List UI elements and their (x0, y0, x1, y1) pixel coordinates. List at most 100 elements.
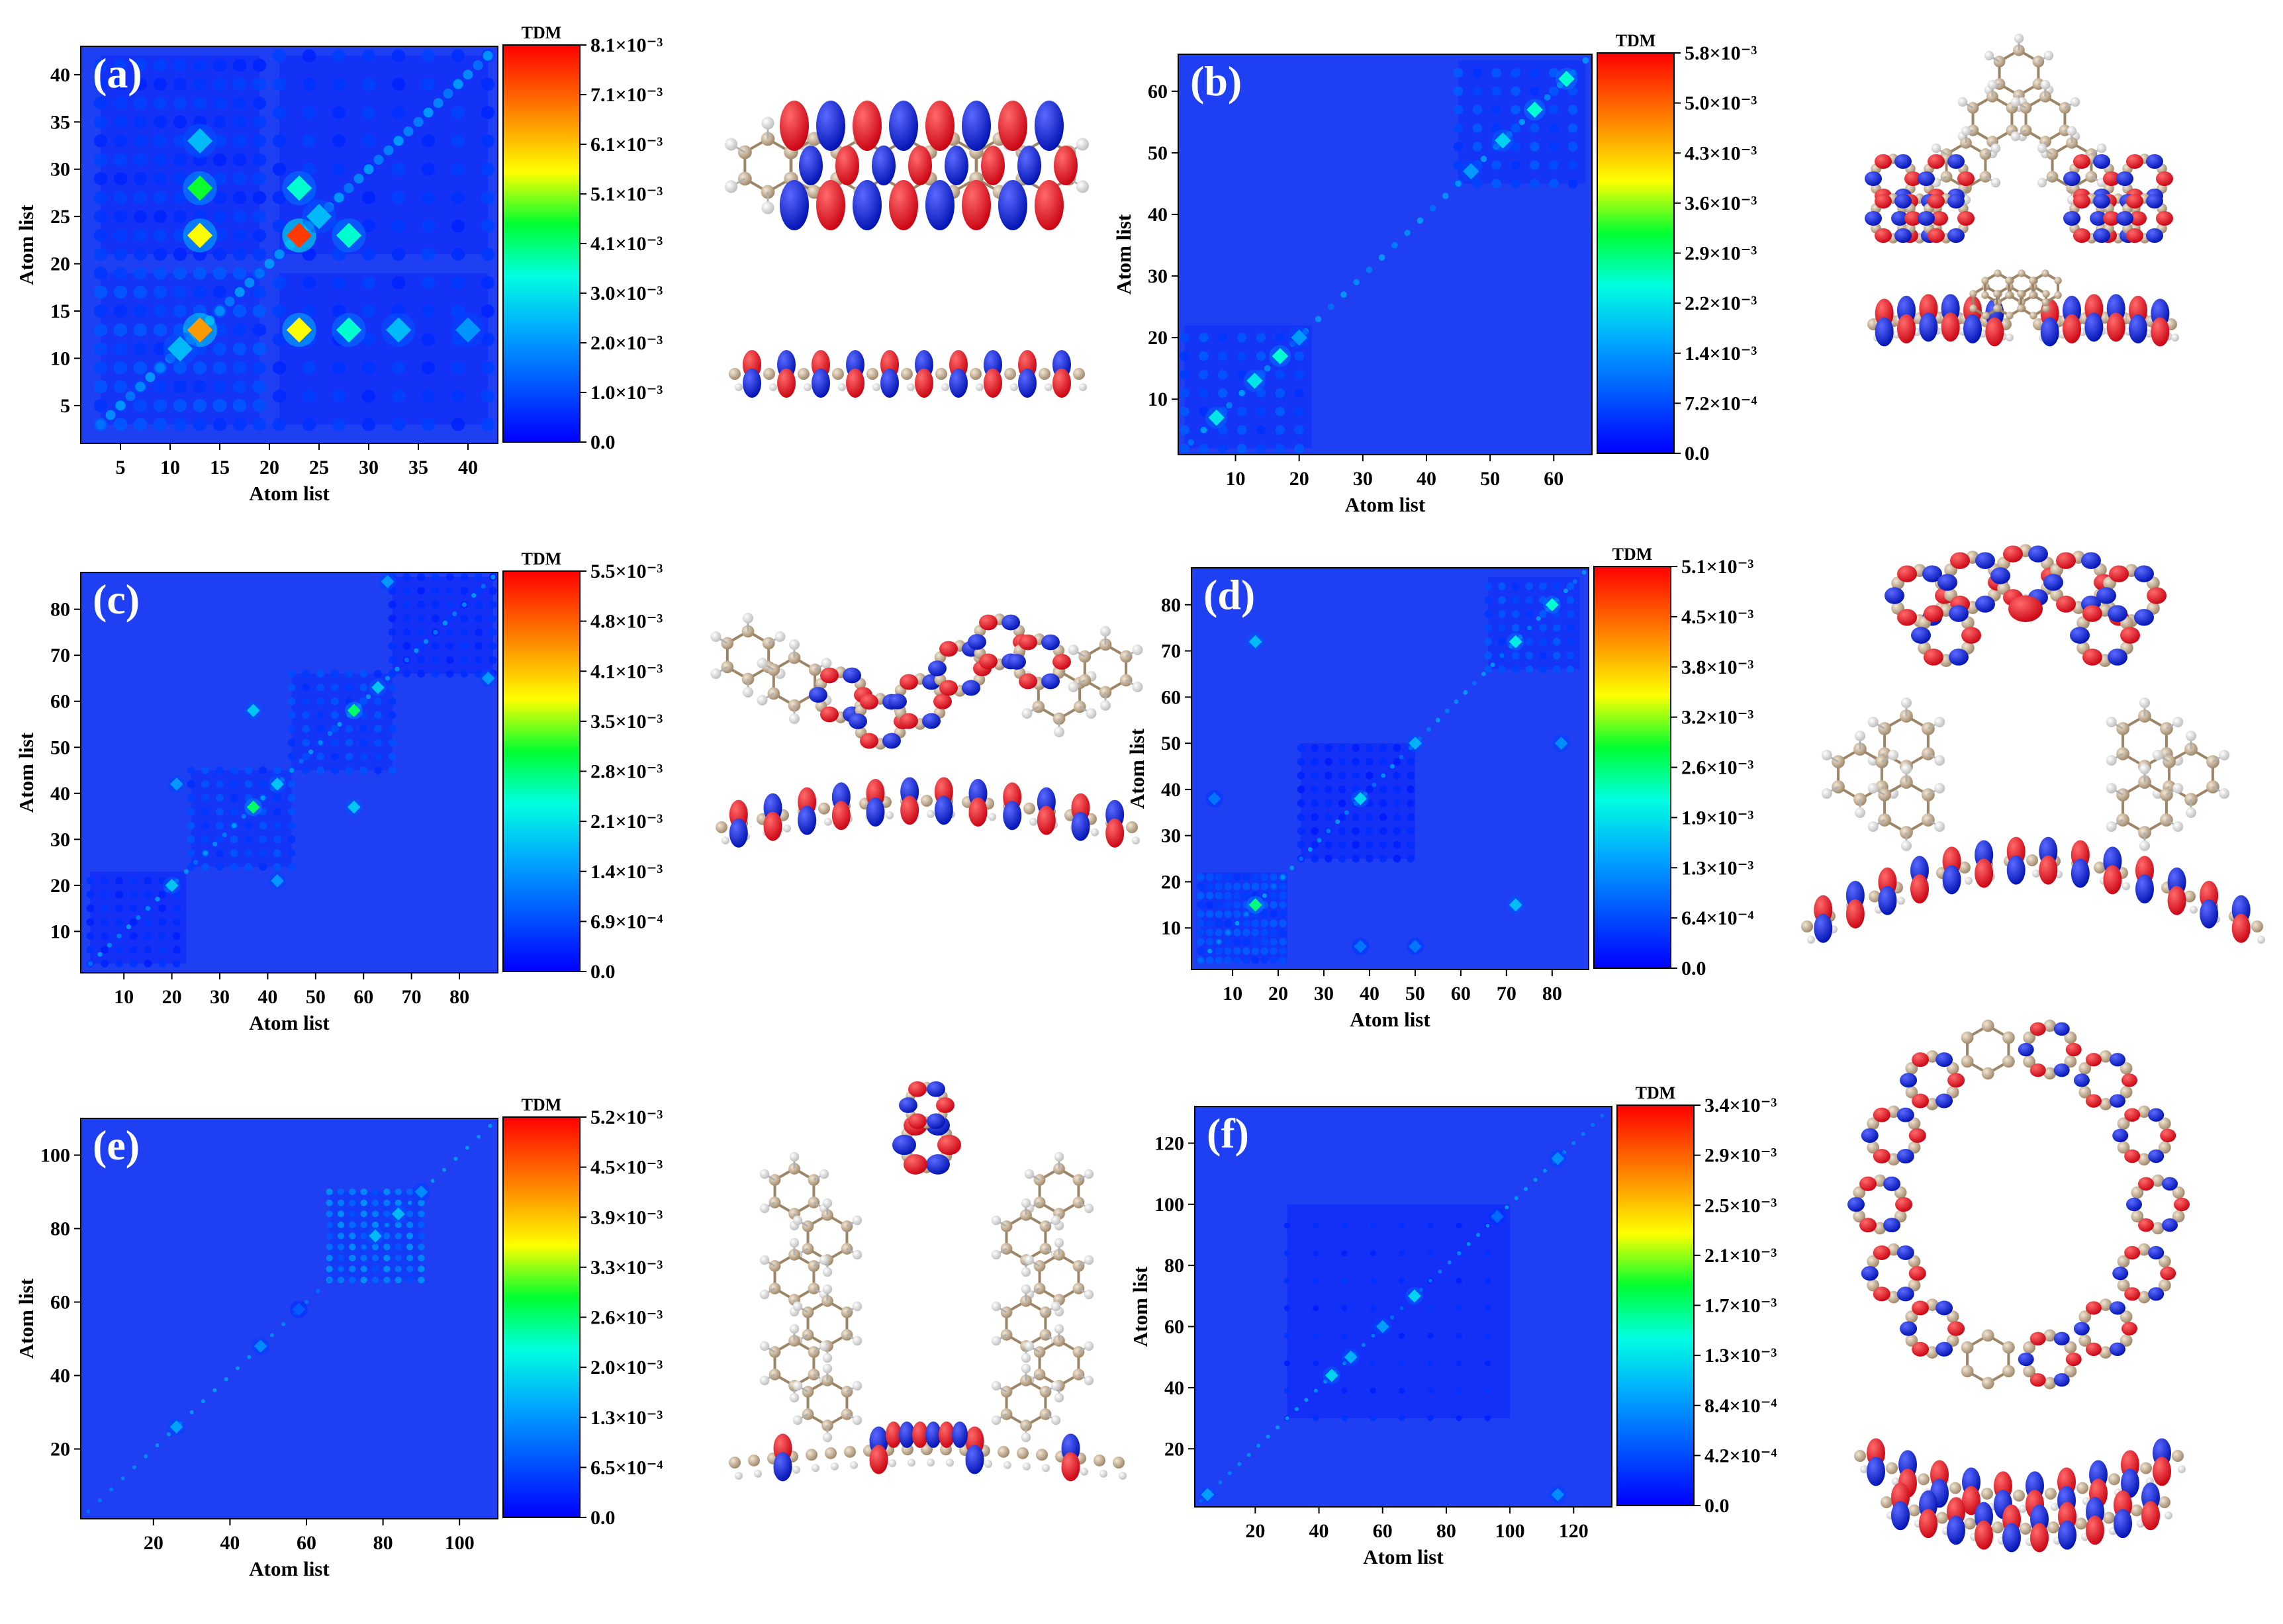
block-cell (1393, 854, 1401, 863)
hydrogen-atom (1901, 698, 1912, 708)
diagonal-cell (1226, 402, 1233, 409)
block-cell (115, 918, 123, 926)
hydrogen-atom (822, 1284, 833, 1294)
block-cell (337, 1277, 345, 1284)
carbon-atom (2151, 1174, 2165, 1187)
diagonal-cell (135, 381, 146, 392)
diagonal-cell (1572, 579, 1577, 584)
block-cell (232, 248, 247, 261)
block-cell (481, 248, 495, 261)
block-cell (406, 1277, 414, 1284)
carbon-atom (2108, 1473, 2120, 1486)
diagonal-cell (1326, 829, 1331, 834)
diagonal-cell (327, 1278, 332, 1283)
block-cell (431, 614, 440, 623)
block-cell (1199, 388, 1209, 398)
diagonal-cell (1390, 764, 1395, 769)
block-cell (431, 586, 440, 595)
block-cell (1325, 799, 1332, 807)
block-cell (418, 1265, 425, 1273)
hydrogen-atom (1931, 143, 1941, 154)
carbon-atom (2013, 1490, 2025, 1502)
block-cell (371, 1277, 379, 1284)
positive-lobe (904, 1154, 927, 1175)
block-cell (1197, 919, 1205, 928)
block-cell (361, 219, 376, 233)
block-cell (93, 58, 108, 72)
block-cell (1370, 1360, 1376, 1367)
positive-lobe (2029, 1022, 2046, 1036)
hotspot-cell (187, 222, 213, 248)
hydrogen-atom (735, 383, 743, 391)
diagonal-cell (334, 193, 344, 203)
diagonal-cell (1514, 1196, 1518, 1200)
block-cell (101, 904, 109, 913)
block-cell (244, 780, 253, 788)
block-cell (1566, 609, 1575, 618)
block-cell (1256, 406, 1266, 416)
negative-lobe (1003, 801, 1022, 831)
colorbar-tick-label: 1.7×10⁻³ (1704, 1295, 1777, 1317)
negative-lobe (1896, 1245, 1914, 1261)
hydrogen-atom (991, 1335, 1002, 1346)
block-cell (1525, 596, 1534, 604)
carbon-atom (1994, 269, 2002, 277)
block-cell (1233, 956, 1241, 964)
block-cell (1370, 1305, 1376, 1312)
y-tick-label: 40 (1164, 1377, 1184, 1399)
positive-lobe (915, 369, 933, 398)
diagonal-cell (481, 584, 486, 589)
block-cell (133, 342, 148, 356)
block-cell (1453, 68, 1464, 78)
positive-lobe (2085, 1342, 2102, 1357)
molecule-b (1865, 33, 2179, 347)
block-cell (388, 670, 396, 678)
negative-lobe (849, 713, 867, 729)
hydrogen-atom (886, 811, 894, 819)
hydrogen-atom (2070, 97, 2080, 107)
block-cell (481, 276, 495, 289)
positive-lobe (1052, 369, 1071, 398)
hotspot-cell (1409, 940, 1422, 954)
positive-lobe (939, 641, 958, 657)
block-cell (201, 835, 210, 844)
diagonal-cell (1280, 875, 1285, 880)
positive-lobe (1908, 1266, 1926, 1281)
block-cell (388, 739, 396, 747)
carbon-atom (2064, 1341, 2077, 1354)
carbon-atom (2103, 1511, 2115, 1524)
block-cell (1379, 786, 1387, 793)
negative-lobe (998, 180, 1027, 230)
positive-lobe (763, 811, 782, 841)
block-cell (244, 835, 253, 844)
block-cell (273, 766, 281, 774)
negative-lobe (2135, 874, 2154, 904)
carbon-atom (2137, 1153, 2151, 1166)
diagonal-cell (132, 1465, 136, 1470)
carbon-atom (2099, 1098, 2112, 1110)
diagonal-cell (145, 906, 150, 911)
block-cell (1218, 333, 1228, 343)
block-cell (360, 1277, 367, 1284)
block-cell (144, 877, 152, 885)
block-cell (316, 711, 325, 719)
negative-lobe (1942, 865, 1961, 895)
block-cell (1325, 758, 1332, 766)
diagonal-cell (404, 657, 410, 662)
block-cell (1279, 956, 1287, 964)
block-cell (187, 835, 195, 844)
negative-lobe (1947, 228, 1965, 244)
x-tick-label: 80 (373, 1532, 393, 1554)
negative-lobe (962, 101, 991, 151)
block-cell (1370, 1415, 1376, 1421)
hydrogen-atom (1084, 1289, 1094, 1300)
positive-lobe (1912, 1052, 1930, 1067)
negative-lobe (2093, 193, 2110, 209)
positive-lobe (937, 1134, 961, 1155)
hydrogen-atom (759, 1169, 770, 1179)
diagonal-cell (1372, 782, 1377, 788)
carbon-atom (2023, 1031, 2035, 1044)
block-cell (1311, 827, 1319, 835)
block-cell (1341, 1387, 1348, 1394)
block-cell (1566, 651, 1575, 660)
